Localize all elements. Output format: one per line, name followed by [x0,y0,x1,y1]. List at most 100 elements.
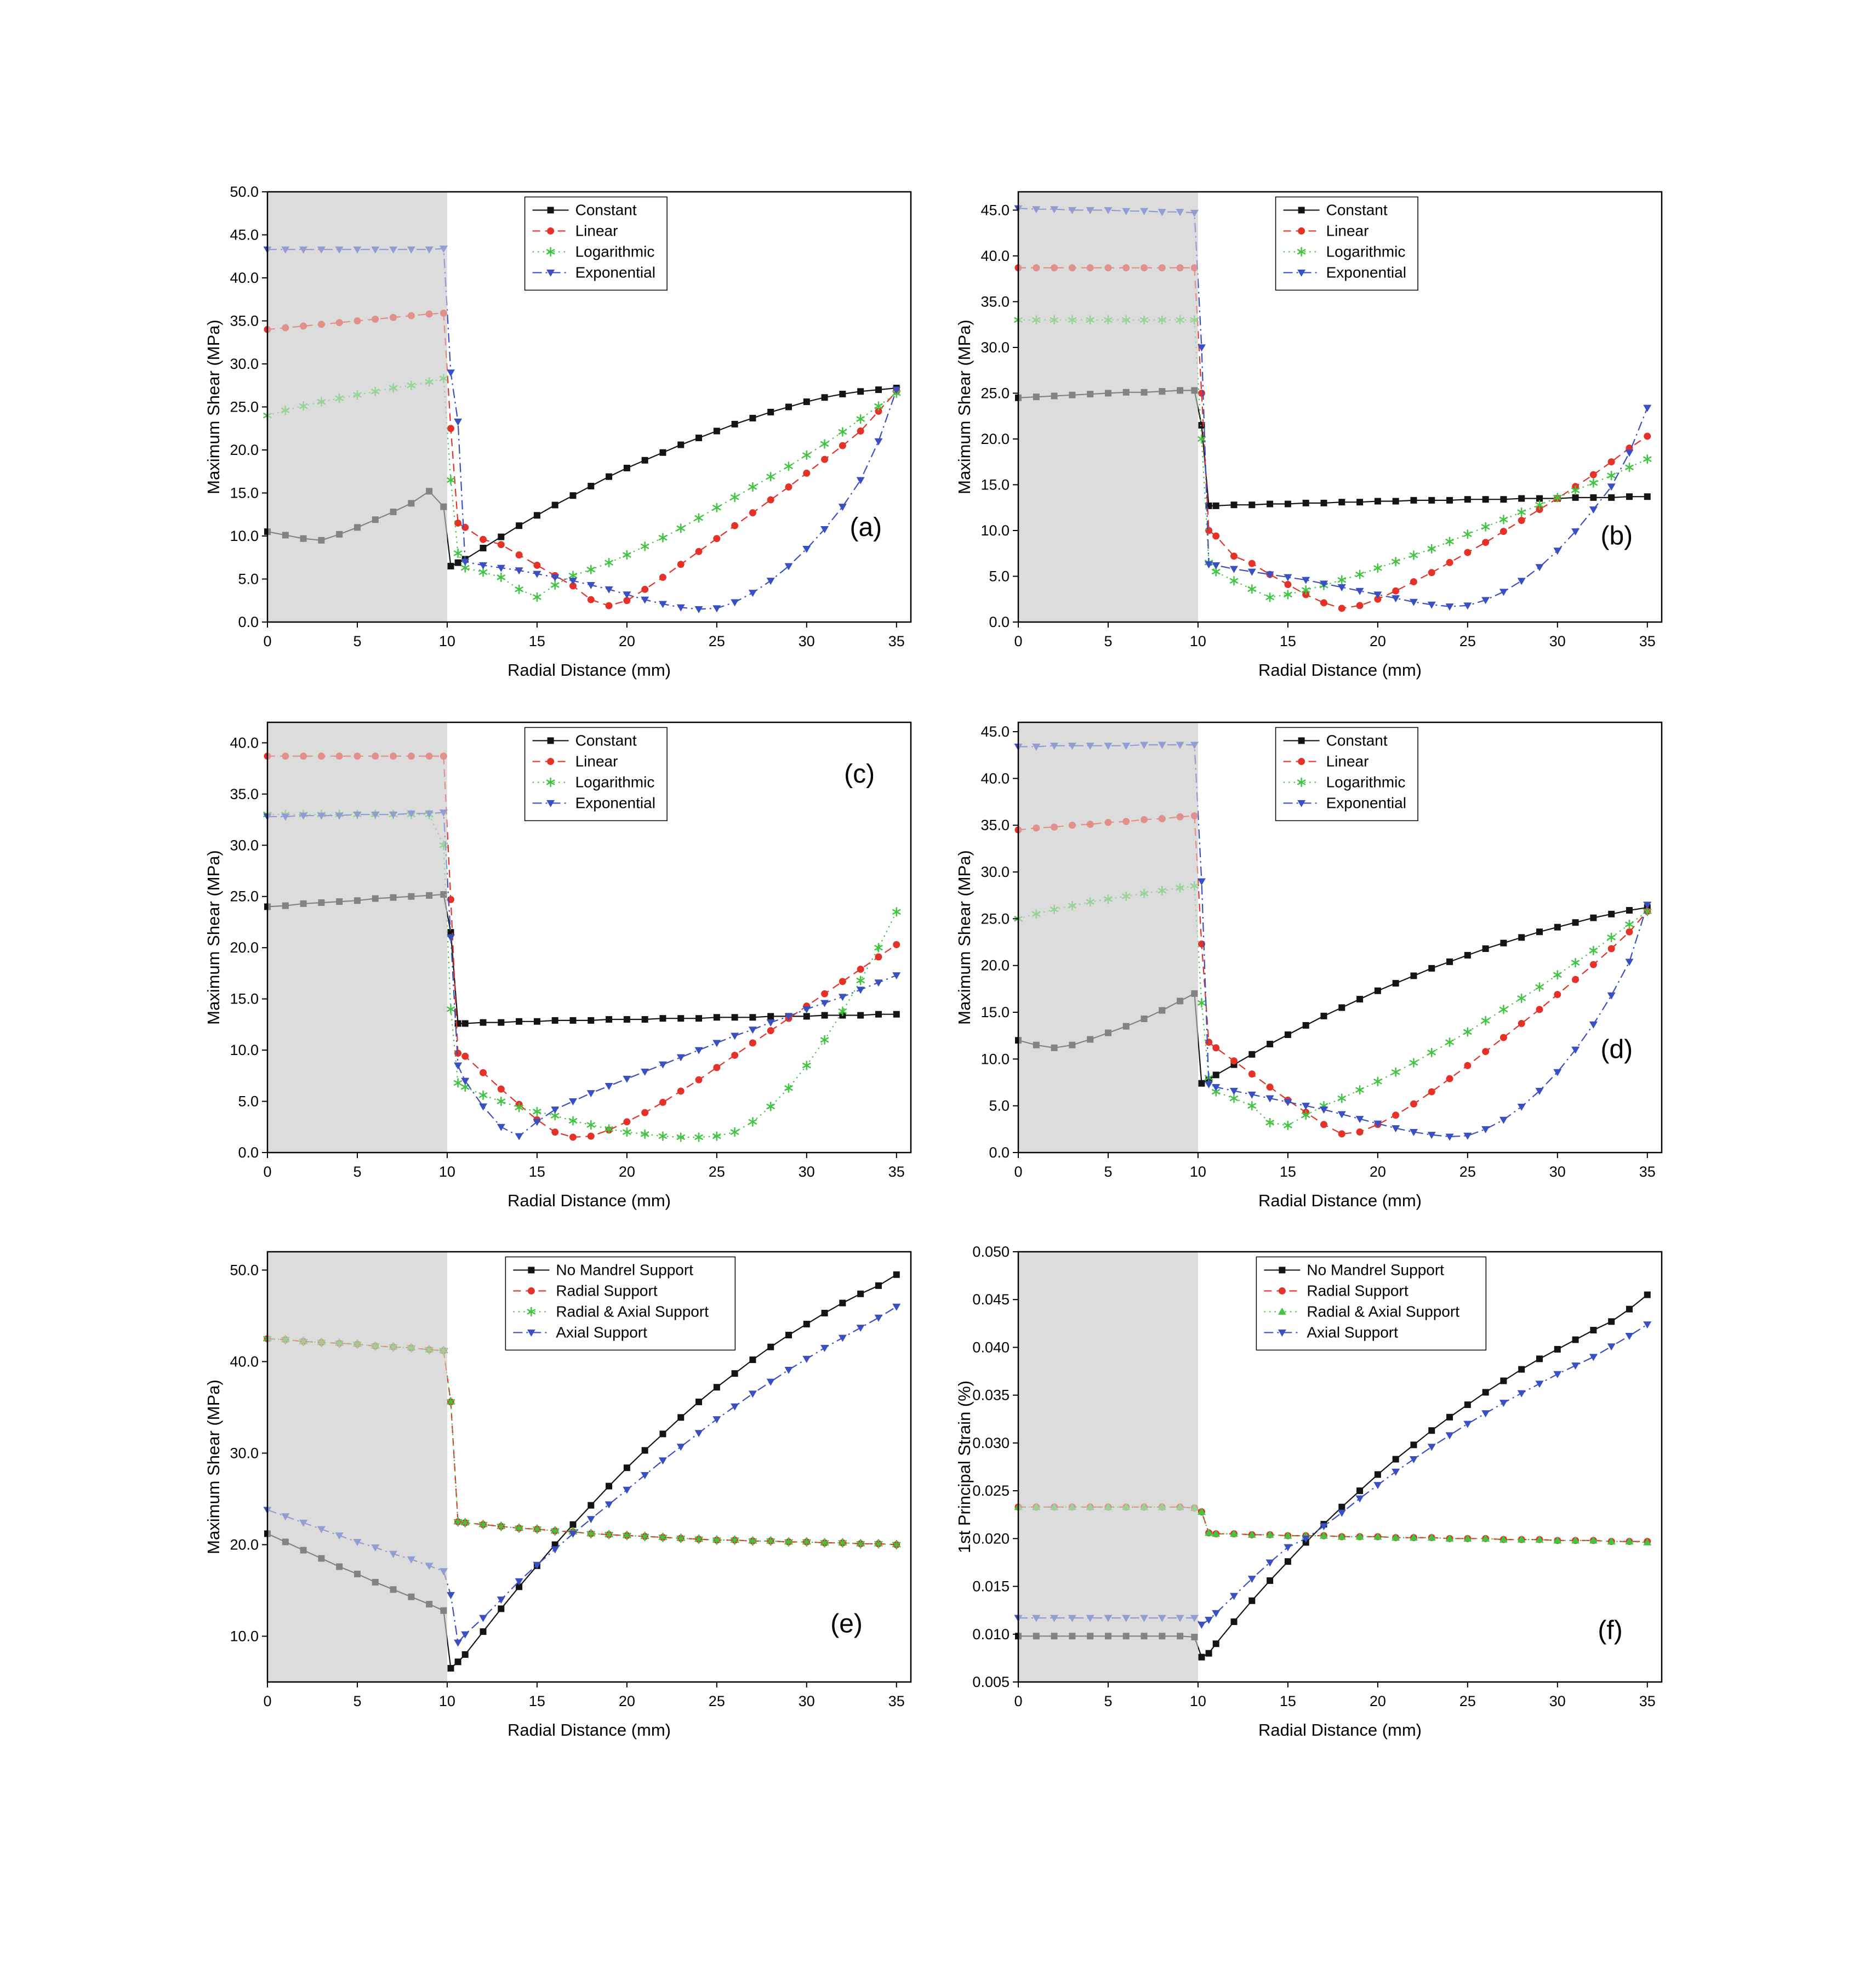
series-radial-axial-support [1014,1503,1652,1546]
legend-label: Axial Support [1307,1324,1398,1341]
y-tick-label: 5.0 [989,1098,1010,1114]
x-tick-label: 15 [1280,633,1296,649]
y-tick-label: 0.010 [972,1626,1010,1643]
y-tick-label: 20.0 [230,442,259,458]
chart-panel-b: 0 5 10 15 20 25 30 35 0.0 5.0 10.0 15.0 20.0 25.0 30.0… [954,176,1672,705]
x-tick-label: 5 [353,1164,361,1180]
x-tick-label: 20 [619,1164,635,1180]
x-tick-label: 0 [263,1164,271,1180]
legend-item-linear: Linear [532,752,618,769]
y-tick-label: 25.0 [230,399,259,415]
legend-label: Radial Support [556,1282,657,1299]
x-tick-label: 30 [799,633,815,649]
y-tick-label: 0.050 [972,1244,1010,1260]
plot-frame [1017,191,1663,623]
y-tick-label: 50.0 [230,184,259,200]
legend-item-radial-axial-support: Radial & Axial Support [1264,1303,1459,1320]
legend-label: Linear [1326,222,1369,239]
y-tick-label: 35.0 [230,313,259,329]
chart-panel-c: 0 5 10 15 20 25 30 35 0.0 5.0 10.0 15.0 20.0 25.0 30.0… [203,707,921,1236]
x-axis-label: Radial Distance (mm) [508,1191,671,1210]
legend-item-constant: Constant [1283,201,1388,218]
legend-box [505,1256,736,1351]
x-tick-label: 5 [1104,1693,1112,1709]
x-tick-label: 25 [1459,633,1476,649]
y-axis-label: Maximum Shear (MPa) [955,320,974,494]
y-tick-label: 45.0 [980,723,1010,740]
chart-canvas-f: 0 5 10 15 20 25 30 35 0.005 0.010 0.015 0.020 0.025 0… [954,1236,1672,1765]
y-tick-label: 40.0 [230,734,259,751]
y-tick-label: 0.005 [972,1674,1010,1690]
y-tick-label: 15.0 [980,1004,1010,1020]
x-tick-label: 20 [619,1693,635,1709]
y-axis-label: Maximum Shear (MPa) [955,850,974,1025]
y-tick-label: 20.0 [230,1536,259,1553]
x-tick-label: 25 [1459,1693,1476,1709]
legend-item-exponential: Exponential [1283,264,1406,281]
x-tick-label: 0 [263,633,271,649]
y-tick-label: 30.0 [230,1445,259,1461]
chart-canvas-a: 0 5 10 15 20 25 30 35 0.0 5.0 10.0 15.0 20.0 25.0 30.0… [203,176,921,705]
x-tick-label: 25 [709,1693,725,1709]
y-tick-label: 0.035 [972,1387,1010,1404]
x-tick-label: 10 [439,633,455,649]
x-tick-label: 5 [1104,633,1112,649]
legend-item-radial-support: Radial Support [513,1282,658,1299]
legend-item-axial-support: Axial Support [1264,1324,1398,1341]
x-tick-label: 25 [1459,1164,1476,1180]
y-axis-label: Maximum Shear (MPa) [204,320,223,494]
legend-label: Linear [575,222,618,239]
y-tick-label: 10.0 [230,528,259,544]
x-tick-label: 0 [1014,1164,1022,1180]
x-tick-label: 35 [888,1693,905,1709]
x-tick-label: 10 [439,1164,455,1180]
y-tick-label: 20.0 [230,939,259,956]
x-tick-label: 10 [439,1693,455,1709]
legend-label: No Mandrel Support [556,1261,693,1278]
legend-item-logarithmic: Logarithmic [1283,773,1405,790]
y-tick-label: 0.030 [972,1435,1010,1451]
legend-label: Exponential [575,794,655,811]
x-axis-label: Radial Distance (mm) [1258,660,1422,680]
legend-item-exponential: Exponential [532,264,655,281]
y-tick-label: 15.0 [230,485,259,501]
x-tick-label: 10 [1190,633,1206,649]
legend: Constant Linear Logarithmic Exponential [1275,727,1418,822]
legend-label: Constant [1326,201,1388,218]
y-tick-label: 0.045 [972,1291,1010,1308]
legend-label: Radial & Axial Support [556,1303,709,1320]
legend-item-logarithmic: Logarithmic [532,243,654,260]
legend-label: Radial Support [1307,1282,1408,1299]
x-tick-label: 15 [1280,1693,1296,1709]
legend-item-logarithmic: Logarithmic [532,773,654,790]
x-tick-label: 20 [1370,633,1386,649]
y-tick-label: 25.0 [980,910,1010,927]
y-tick-label: 0.0 [989,614,1010,630]
x-tick-label: 15 [529,633,545,649]
legend-item-no-mandrel-support: No Mandrel Support [513,1261,693,1278]
y-tick-label: 5.0 [989,568,1010,584]
y-tick-label: 50.0 [230,1262,259,1278]
y-tick-label: 15.0 [980,476,1010,493]
y-tick-label: 0.040 [972,1339,1010,1355]
legend-item-constant: Constant [1283,732,1388,749]
legend-item-exponential: Exponential [1283,794,1406,811]
y-axis-label: Maximum Shear (MPa) [204,1379,223,1554]
legend: Constant Linear Logarithmic Exponential [1275,196,1418,291]
chart-panel-a: 0 5 10 15 20 25 30 35 0.0 5.0 10.0 15.0 20.0 25.0 30.0… [203,176,921,705]
y-tick-label: 45.0 [230,227,259,243]
x-tick-label: 5 [353,1693,361,1709]
x-tick-label: 30 [799,1164,815,1180]
y-tick-label: 40.0 [230,1353,259,1370]
x-tick-label: 20 [1370,1693,1386,1709]
x-tick-label: 20 [619,633,635,649]
legend-item-exponential: Exponential [532,794,655,811]
chart-panel-e: 0 5 10 15 20 25 30 35 10.0 20.0 30.0 40.0 50.0 Radial… [203,1236,921,1765]
chart-canvas-e: 0 5 10 15 20 25 30 35 10.0 20.0 30.0 40.0 50.0 Radial… [203,1236,921,1765]
y-tick-label: 35.0 [980,817,1010,834]
x-tick-label: 30 [799,1693,815,1709]
legend-label: Constant [575,201,637,218]
y-tick-label: 10.0 [980,1051,1010,1067]
